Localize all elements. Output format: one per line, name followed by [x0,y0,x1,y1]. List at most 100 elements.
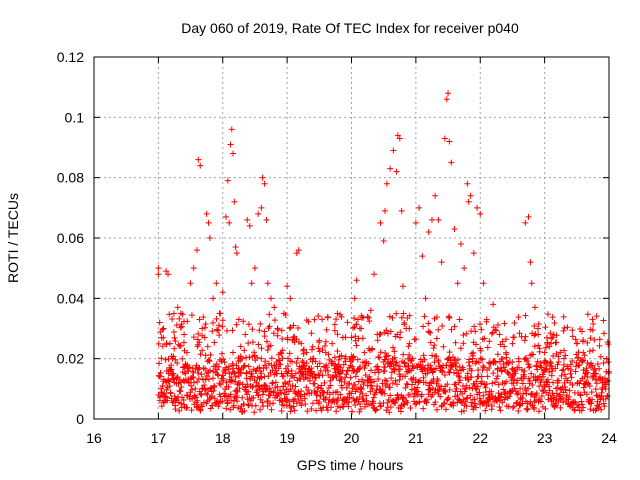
data-point [308,330,315,337]
data-point [604,377,611,384]
data-point [326,391,333,398]
data-point [444,381,451,388]
data-point [393,168,400,175]
data-point [441,372,448,379]
data-point [365,314,372,321]
data-point [333,316,340,323]
data-point [249,326,256,333]
data-point [315,313,322,320]
data-point [279,335,286,342]
data-point [427,362,434,369]
data-point [451,323,458,330]
data-point [511,376,518,383]
data-point [499,399,506,406]
data-point [203,210,210,217]
data-point [284,283,291,290]
data-point [536,383,543,390]
data-point [436,386,443,393]
data-point [328,404,335,411]
data-point [321,389,328,396]
data-point [490,370,497,377]
data-point [401,360,408,367]
data-point [397,329,404,336]
data-point [362,372,369,379]
data-point [354,316,361,323]
data-point [491,358,498,365]
data-point [517,385,524,392]
data-point [429,369,436,376]
data-point [177,324,184,331]
data-point [199,403,206,410]
data-point [536,408,543,415]
data-point [580,349,587,356]
data-point [601,403,608,410]
data-point [584,339,591,346]
data-point [245,401,252,408]
data-point [537,398,544,405]
data-point [479,356,486,363]
data-point [541,349,548,356]
data-point [298,388,305,395]
data-point [361,349,368,356]
data-point [322,349,329,356]
data-point [266,400,273,407]
data-point [472,400,479,407]
data-point [403,380,410,387]
data-point [243,354,250,361]
data-point [386,409,393,416]
data-point [287,324,294,331]
data-point [470,339,477,346]
data-point [166,383,173,390]
data-point [557,404,564,411]
data-point [202,320,209,327]
data-point [377,219,384,226]
data-point [515,314,522,321]
data-point [418,391,425,398]
data-point [351,381,358,388]
data-point [268,362,275,369]
data-point [247,397,254,404]
data-point [402,384,409,391]
data-point [271,304,278,311]
data-point [546,387,553,394]
data-point [196,316,203,323]
data-point [515,408,522,415]
data-point [452,363,459,370]
data-point [558,372,565,379]
data-point [360,379,367,386]
data-point [269,380,276,387]
data-point [174,304,181,311]
data-point [224,177,231,184]
data-point [590,321,597,328]
data-point [286,378,293,385]
data-point [596,336,603,343]
data-point [360,395,367,402]
data-point [228,377,235,384]
data-point [265,373,272,380]
data-point [536,348,543,355]
data-point [545,391,552,398]
data-point [309,343,316,350]
data-point [340,403,347,410]
data-point [509,366,516,373]
data-point [300,359,307,366]
data-point [194,247,200,254]
y-tick-label: 0.08 [57,170,84,186]
data-point [542,324,549,331]
data-point [167,366,174,373]
data-point [365,401,372,408]
data-point [255,341,262,348]
data-point [375,353,382,360]
data-point [569,333,576,340]
data-point [484,373,491,380]
data-point [589,316,596,323]
data-point [531,405,538,412]
data-point [266,311,273,318]
data-point [500,386,507,393]
data-point [295,324,302,331]
data-point [460,407,467,414]
data-point [553,402,560,409]
data-point [294,355,301,362]
data-point [531,322,538,329]
data-point [282,380,289,387]
